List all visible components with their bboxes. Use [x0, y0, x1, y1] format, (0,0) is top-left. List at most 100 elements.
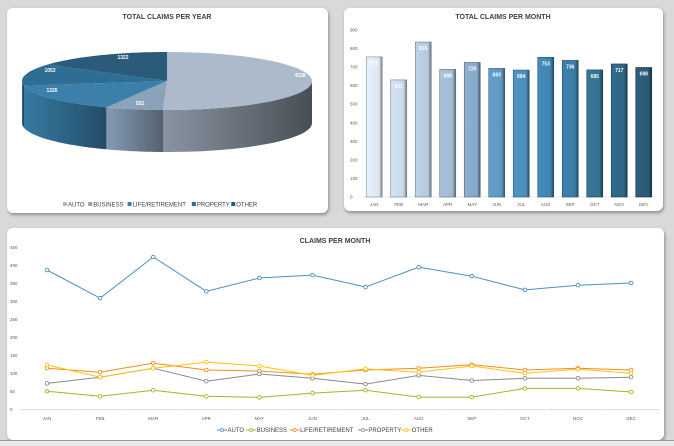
data-point — [150, 387, 156, 393]
bar-data-label: 725 — [468, 66, 477, 72]
x-tick-label: MAR — [148, 416, 159, 421]
x-tick-label: APR — [443, 202, 453, 207]
pie-slice-auto — [163, 52, 312, 110]
y-tick-label: 150 — [10, 353, 18, 358]
series-auto — [44, 254, 634, 301]
y-tick-label: 0 — [350, 195, 353, 200]
x-tick-label: DEC — [626, 416, 636, 421]
y-tick-label: 700 — [350, 65, 358, 70]
data-point — [44, 267, 50, 273]
y-tick-label: 800 — [350, 46, 358, 51]
pie-slice-property — [22, 64, 167, 86]
data-point — [575, 386, 581, 391]
legend-swatch — [127, 202, 132, 206]
data-point — [522, 376, 528, 381]
y-tick-label: 350 — [10, 281, 18, 286]
bar-chart: 0 100 200 300 400 500 600 700 800 900 755 JAN 631 FEB… — [350, 28, 656, 207]
pie-side-business — [106, 107, 163, 152]
pie-data-label: 552 — [136, 101, 145, 107]
legend-label: LIFE/RETIREMENT — [133, 202, 187, 208]
bar-jan — [365, 56, 383, 198]
bar-data-label: 631 — [395, 84, 404, 90]
x-tick-label: SEP — [566, 202, 575, 207]
data-point — [257, 363, 262, 369]
bar-data-label: 688 — [444, 73, 453, 79]
x-tick-label: SEP — [467, 416, 476, 421]
data-point — [204, 359, 209, 365]
pie-side-property — [22, 81, 24, 128]
pie-side-auto — [163, 81, 312, 152]
x-tick-label: JUL — [362, 416, 370, 421]
data-point — [257, 275, 262, 281]
data-point — [310, 390, 315, 396]
y-tick-label: 300 — [350, 139, 358, 144]
data-point — [44, 389, 50, 394]
x-tick-label: MAY — [468, 202, 477, 207]
data-point — [416, 369, 421, 375]
pie-slice-other — [47, 52, 168, 81]
y-tick-label: 400 — [350, 120, 358, 125]
y-tick-label: 200 — [10, 335, 18, 340]
pie-slice-life-retirement — [24, 81, 167, 108]
data-point — [628, 280, 634, 286]
data-point — [469, 378, 475, 383]
legend-label: BUSINESS — [257, 428, 287, 434]
y-tick-label: 500 — [350, 102, 358, 107]
x-tick-label: JUN — [308, 416, 317, 421]
data-point — [416, 365, 421, 371]
bar-oct — [586, 69, 604, 198]
x-tick-label: FEB — [394, 202, 403, 207]
data-point — [204, 367, 209, 373]
x-tick-label: NOV — [614, 202, 624, 207]
legend-marker — [360, 428, 365, 432]
data-point — [257, 395, 262, 400]
bar-data-label: 698 — [640, 71, 649, 77]
x-tick-label: APR — [202, 416, 212, 421]
pie-data-label: 1335 — [46, 88, 57, 94]
data-point — [416, 264, 421, 270]
bar-aug — [537, 56, 555, 198]
data-point — [522, 386, 528, 391]
x-tick-label: MAR — [418, 202, 429, 207]
data-point — [97, 374, 103, 380]
series-line — [46, 361, 632, 378]
bar-nov — [610, 63, 628, 198]
bar-chart-title: TOTAL CLAIMS PER MONTH — [455, 14, 550, 21]
data-point — [363, 387, 368, 393]
x-tick-label: MAY — [255, 416, 264, 421]
legend-marker — [404, 428, 409, 432]
x-tick-label: OCT — [590, 202, 600, 207]
data-point — [575, 282, 581, 288]
data-point — [257, 371, 262, 377]
data-point — [363, 284, 368, 290]
pie-slice-business — [106, 81, 167, 110]
data-point — [628, 374, 634, 380]
data-point — [97, 295, 103, 301]
legend-swatch — [191, 202, 196, 206]
data-point — [469, 394, 475, 400]
x-tick-label: JUL — [517, 202, 525, 207]
pie-data-label: 1322 — [117, 55, 128, 61]
x-tick-label: JAN — [370, 202, 379, 207]
legend-marker — [292, 428, 297, 432]
series-business — [44, 386, 634, 400]
pie-data-label: 1053 — [44, 68, 55, 74]
line-chart-title: CLAIMS PER MONTH — [300, 238, 371, 245]
bar-data-label: 693 — [493, 72, 502, 78]
y-tick-label: 450 — [10, 245, 18, 250]
bar-feb — [390, 79, 408, 198]
legend-label: BUSINESS — [93, 202, 123, 208]
legend-label: OTHER — [412, 428, 434, 434]
bar-apr — [439, 69, 457, 198]
data-point — [416, 394, 421, 400]
data-point — [44, 362, 50, 368]
bar-mar — [414, 41, 432, 198]
legend-label: PROPERTY — [368, 428, 401, 434]
line-chart: 0 50 100 150 200 250 300 350 400 450 JAN FEB MAR APR M… — [10, 245, 660, 434]
legend-label: LIFE/RETIREMENT — [300, 428, 354, 434]
x-tick-label: DEC — [639, 202, 649, 207]
legend-label: OTHER — [236, 202, 258, 208]
data-point — [575, 376, 581, 381]
y-tick-label: 100 — [10, 371, 18, 376]
